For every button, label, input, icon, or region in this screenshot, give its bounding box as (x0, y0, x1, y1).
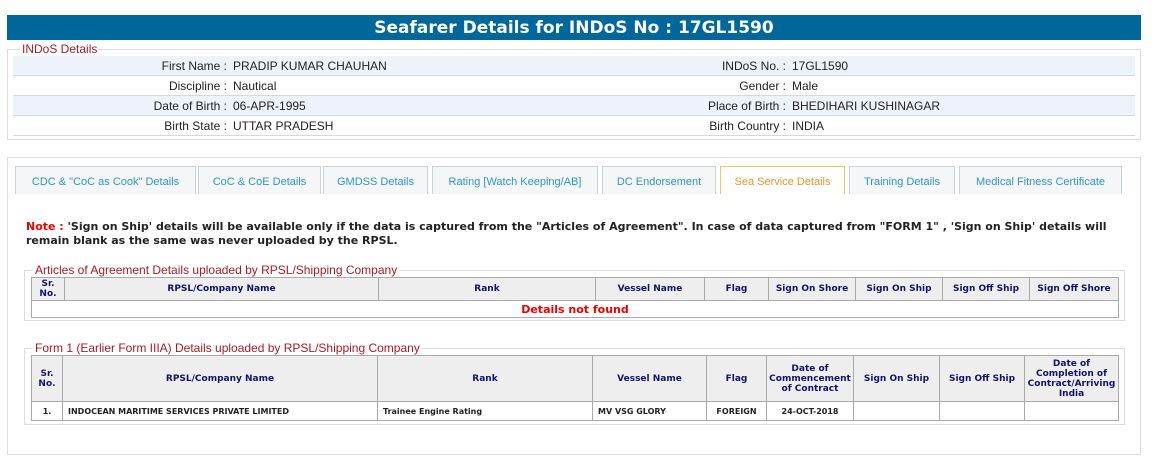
tab-panel: CDC & "CoC as Cook" Details CoC & CoE Det… (7, 157, 1141, 455)
column-header: Sr. No. (31, 355, 63, 402)
field-label: Date of Birth : (153, 99, 227, 113)
field-label: INDoS No. : (721, 59, 786, 73)
field-value: 17GL1590 (792, 59, 849, 73)
articles-panel: Articles of Agreement Details uploaded b… (24, 263, 1125, 321)
tab-training-details[interactable]: Training Details (849, 166, 955, 194)
tab-dc-endorsement[interactable]: DC Endorsement (602, 166, 716, 194)
table-cell: Trainee Engine Rating (377, 401, 593, 421)
indos-details-legend: INDoS Details (22, 42, 98, 56)
field-value: PRADIP KUMAR CHAUHAN (233, 59, 387, 73)
field-value: UTTAR PRADESH (233, 119, 334, 133)
column-header: Date of Commencement of Contract (766, 355, 854, 402)
form1-table: Sr. No. RPSL/Company Name Rank Vessel Name F… (31, 355, 1119, 421)
tab-medical-fitness-certificate[interactable]: Medical Fitness Certificate (959, 166, 1122, 194)
table-cell: MV VSG GLORY (592, 401, 707, 421)
field-value: BHEDIHARI KUSHINAGAR (792, 99, 941, 113)
field-label: Gender : (739, 79, 786, 93)
table-cell (1024, 401, 1119, 421)
tab-sea-service-details[interactable]: Sea Service Details (720, 166, 845, 194)
field-label: Birth State : (164, 119, 227, 133)
indos-row: First Name : PRADIP KUMAR CHAUHAN INDoS No… (13, 56, 1135, 76)
field-label: Place of Birth : (707, 99, 786, 113)
note-text: Note : 'Sign on Ship' details will be av… (26, 220, 1126, 248)
column-header: Sign Off Shore (1029, 277, 1119, 301)
field-value: Male (792, 79, 819, 93)
tab-cdc-coc-as-cook-details[interactable]: CDC & "CoC as Cook" Details (15, 166, 196, 194)
column-header: Rank (377, 355, 593, 402)
column-header: Vessel Name (595, 277, 705, 301)
tab-gmdss-details[interactable]: GMDSS Details (323, 166, 428, 194)
column-header: RPSL/Company Name (62, 355, 378, 402)
field-label: Birth Country : (709, 119, 786, 133)
table-row: 1. INDOCEAN MARITIME SERVICES PRIVATE LIM… (31, 401, 1119, 421)
note-body: 'Sign on Ship' details will be available… (26, 220, 1107, 247)
form1-legend: Form 1 (Earlier Form IIIA) Details uploa… (35, 341, 420, 355)
note-label: Note : (26, 220, 64, 233)
indos-row: Birth State : UTTAR PRADESH Birth Country … (13, 116, 1135, 136)
column-header: Sign On Ship (853, 355, 940, 402)
table-cell (939, 401, 1025, 421)
column-header: Date of Completion of Contract/Arriving … (1024, 355, 1119, 402)
field-value: INDIA (792, 119, 825, 133)
column-header: Sign On Ship (855, 277, 943, 301)
table-cell: 1. (31, 401, 63, 421)
tab-coc-coe-details[interactable]: CoC & CoE Details (198, 166, 321, 194)
form1-panel: Form 1 (Earlier Form IIIA) Details uploa… (24, 341, 1125, 425)
field-value: 06-APR-1995 (233, 99, 306, 113)
indos-details-panel: INDoS Details First Name : PRADIP KUMAR C… (7, 42, 1141, 140)
articles-legend: Articles of Agreement Details uploaded b… (35, 263, 398, 277)
table-cell (853, 401, 940, 421)
column-header: Rank (378, 277, 596, 301)
field-value: Nautical (233, 79, 277, 93)
articles-table: Sr. No. RPSL/Company Name Rank Vessel Name F… (31, 277, 1119, 318)
column-header: Sign Off Ship (939, 355, 1025, 402)
column-header: Flag (706, 355, 767, 402)
field-label: First Name : (161, 59, 227, 73)
column-header: Sr. No. (31, 277, 65, 301)
table-cell: FOREIGN (706, 401, 767, 421)
column-header: Vessel Name (592, 355, 707, 402)
details-not-found: Details not found (31, 300, 1119, 318)
table-cell: INDOCEAN MARITIME SERVICES PRIVATE LIMIT… (62, 401, 378, 421)
tab-rating-watch-keeping-ab[interactable]: Rating [Watch Keeping/AB] (432, 166, 598, 194)
indos-row: Date of Birth : 06-APR-1995 Place of Birth… (13, 96, 1135, 116)
page-title: Seafarer Details for INDoS No : 17GL1590 (7, 15, 1141, 40)
column-header: Sign On Shore (768, 277, 856, 301)
field-label: Discipline : (168, 79, 227, 93)
column-header: RPSL/Company Name (64, 277, 379, 301)
indos-row: Discipline : Nautical Gender : Male (13, 76, 1135, 96)
column-header: Sign Off Ship (942, 277, 1030, 301)
table-cell: 24-OCT-2018 (766, 401, 854, 421)
column-header: Flag (704, 277, 769, 301)
